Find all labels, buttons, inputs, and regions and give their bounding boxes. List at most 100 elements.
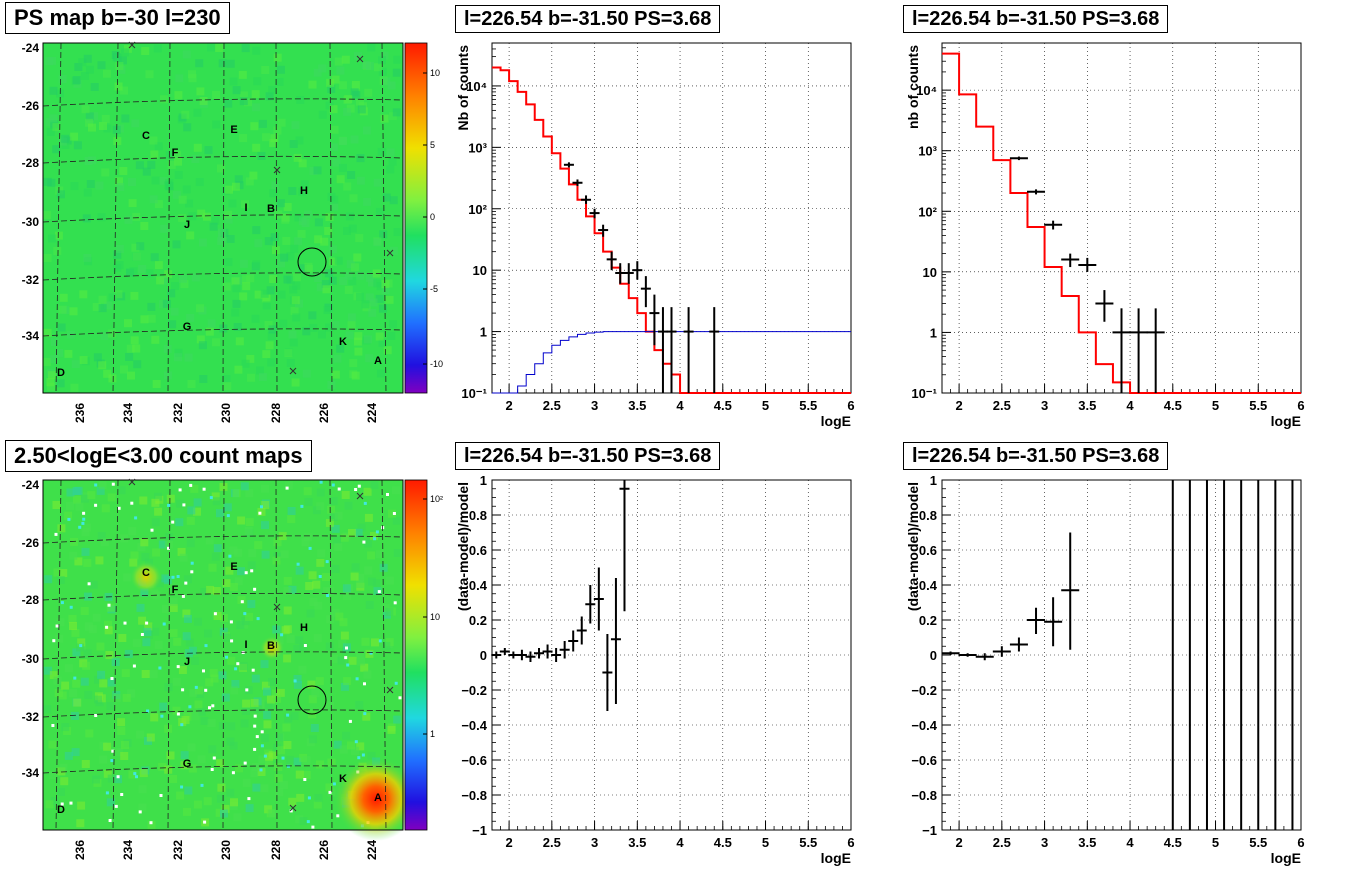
ps-map-colorbar	[404, 42, 428, 394]
y-tick-label: 10²	[918, 204, 937, 219]
x-tick-label: 4	[676, 398, 684, 413]
lat-tick-label: -32	[22, 273, 40, 287]
source-label-i: I	[244, 202, 247, 214]
x-tick-label: 4	[1126, 398, 1134, 413]
x-tick-label: 5.5	[1249, 398, 1267, 413]
source-label-f: F	[172, 584, 179, 596]
count-map-markers	[128, 478, 394, 812]
source-label-f: F	[172, 147, 179, 159]
count-colorbar-tick: 10²	[430, 494, 443, 504]
source-label-k: K	[339, 773, 347, 785]
residual-chart-right: 2 2.5 3 3.5 4 4.5 5 5.5 6 1 0.8 0.6 0.4 0.2 0 −0.2 −0.4 −…	[905, 473, 1305, 866]
x-tick-label: 5	[1212, 835, 1219, 850]
y-tick-label: 10⁻¹	[461, 386, 487, 401]
y-tick-label: −0.6	[461, 753, 487, 768]
y-tick-label: 10⁴	[916, 83, 937, 98]
x-tick-label: 5	[762, 835, 769, 850]
count-map-colorbar-ticks: 10² 10 1	[423, 494, 443, 739]
map-marker	[386, 249, 394, 257]
count-map-panel: C E F H I B J G K A D -24 -26 -28 -30 -32 -34 236 234 232…	[22, 478, 443, 860]
x-tick-label: 5	[1212, 398, 1219, 413]
ps-map-panel: C E F H I B J G K A D -24 -26 -28 -30 -32 -34 236 234 232…	[22, 41, 443, 423]
x-tick-label: 2.5	[543, 835, 561, 850]
count-map-coordinate-grid	[42, 479, 404, 831]
y-tick-label: 10³	[468, 140, 487, 155]
residual-chart-left: 2 2.5 3 3.5 4 4.5 5 5.5 6 1 0.8 0.6 0.4 0.2 0 −0.2 −0.4 −…	[455, 473, 855, 866]
y-tick-label: 10	[923, 265, 937, 280]
x-tick-label: 6	[847, 835, 854, 850]
y-tick-label: 0.4	[469, 578, 488, 593]
ps-map-region-circle	[297, 247, 327, 277]
lat-tick-label: -28	[22, 593, 40, 607]
lat-tick-label: -24	[22, 41, 40, 55]
source-label-h: H	[300, 185, 308, 197]
source-label-d: D	[57, 804, 65, 816]
lat-tick-label: -34	[22, 329, 40, 343]
y-tick-label: 10³	[918, 144, 937, 159]
y-tick-label: 10⁴	[466, 79, 487, 94]
ps-map-markers	[128, 41, 394, 375]
lon-tick-label: 224	[365, 403, 379, 423]
x-tick-label: 2	[505, 835, 512, 850]
lat-tick-label: -26	[22, 99, 40, 113]
map-marker	[273, 166, 281, 174]
x-tick-label: 4.5	[1164, 835, 1182, 850]
source-label-j: J	[184, 219, 190, 231]
lon-tick-label: 228	[269, 840, 283, 860]
residual-right-title: l=226.54 b=-31.50 PS=3.68	[903, 442, 1169, 470]
count-map-title: 2.50<logE<3.00 count maps	[5, 440, 312, 472]
source-label-h: H	[300, 622, 308, 634]
x-tick-label: 5	[762, 398, 769, 413]
y-tick-label: −0.4	[461, 718, 487, 733]
x-tick-label: 3.5	[1078, 398, 1096, 413]
y-tick-label: 0.8	[919, 508, 937, 523]
lon-tick-label: 236	[73, 840, 87, 860]
plot-frame	[491, 479, 852, 831]
source-label-c: C	[142, 130, 150, 142]
ps-colorbar-tick: 0	[430, 212, 435, 222]
count-map-region-circle	[297, 685, 327, 715]
map-marker	[356, 492, 364, 500]
y-tick-label: −0.4	[911, 718, 937, 733]
ps-colorbar-tick: -5	[430, 284, 438, 294]
map-marker	[273, 603, 281, 611]
lon-tick-label: 232	[171, 403, 185, 423]
residual-left-title: l=226.54 b=-31.50 PS=3.68	[455, 442, 721, 470]
x-tick-label: 4.5	[714, 398, 732, 413]
y-tick-label: −0.8	[461, 788, 487, 803]
y-tick-label: 0.6	[919, 543, 937, 558]
x-tick-label: 6	[1297, 398, 1304, 413]
y-tick-label: 0	[930, 648, 937, 663]
x-tick-label: 2	[505, 398, 512, 413]
x-tick-label: 3.5	[628, 398, 646, 413]
spectrum-chart-right: 2 2.5 3 3.5 4 4.5 5 5.5 6 10⁻¹ 1 10 10² 10³ 10⁴ logE nb …	[905, 42, 1305, 429]
lat-tick-label: -30	[22, 215, 40, 229]
x-axis-label: logE	[1271, 413, 1301, 429]
y-tick-label: 0.2	[919, 613, 937, 628]
count-map-hotspot	[334, 757, 418, 841]
y-tick-label: −0.2	[461, 683, 487, 698]
lon-tick-label: 228	[269, 403, 283, 423]
lon-tick-label: 232	[171, 840, 185, 860]
x-tick-label: 2	[955, 398, 962, 413]
y-tick-label: −1	[922, 823, 937, 838]
model-step-line	[942, 52, 1301, 394]
y-tick-label: 0.2	[469, 613, 487, 628]
y-tick-label: −1	[472, 823, 487, 838]
x-tick-label: 4.5	[1164, 398, 1182, 413]
y-tick-label: 0.6	[469, 543, 487, 558]
lon-tick-label: 230	[219, 840, 233, 860]
y-tick-label: −0.6	[911, 753, 937, 768]
source-label-a: A	[374, 792, 382, 804]
count-colorbar-tick: 1	[430, 729, 435, 739]
map-marker	[128, 41, 136, 49]
y-tick-label: 1	[930, 473, 937, 488]
map-marker	[128, 478, 136, 486]
source-label-b: B	[267, 203, 275, 215]
source-label-i: I	[244, 639, 247, 651]
y-tick-label: −0.2	[911, 683, 937, 698]
ps-map-title: PS map b=-30 l=230	[5, 2, 230, 34]
map-marker	[289, 804, 297, 812]
lat-tick-label: -32	[22, 710, 40, 724]
